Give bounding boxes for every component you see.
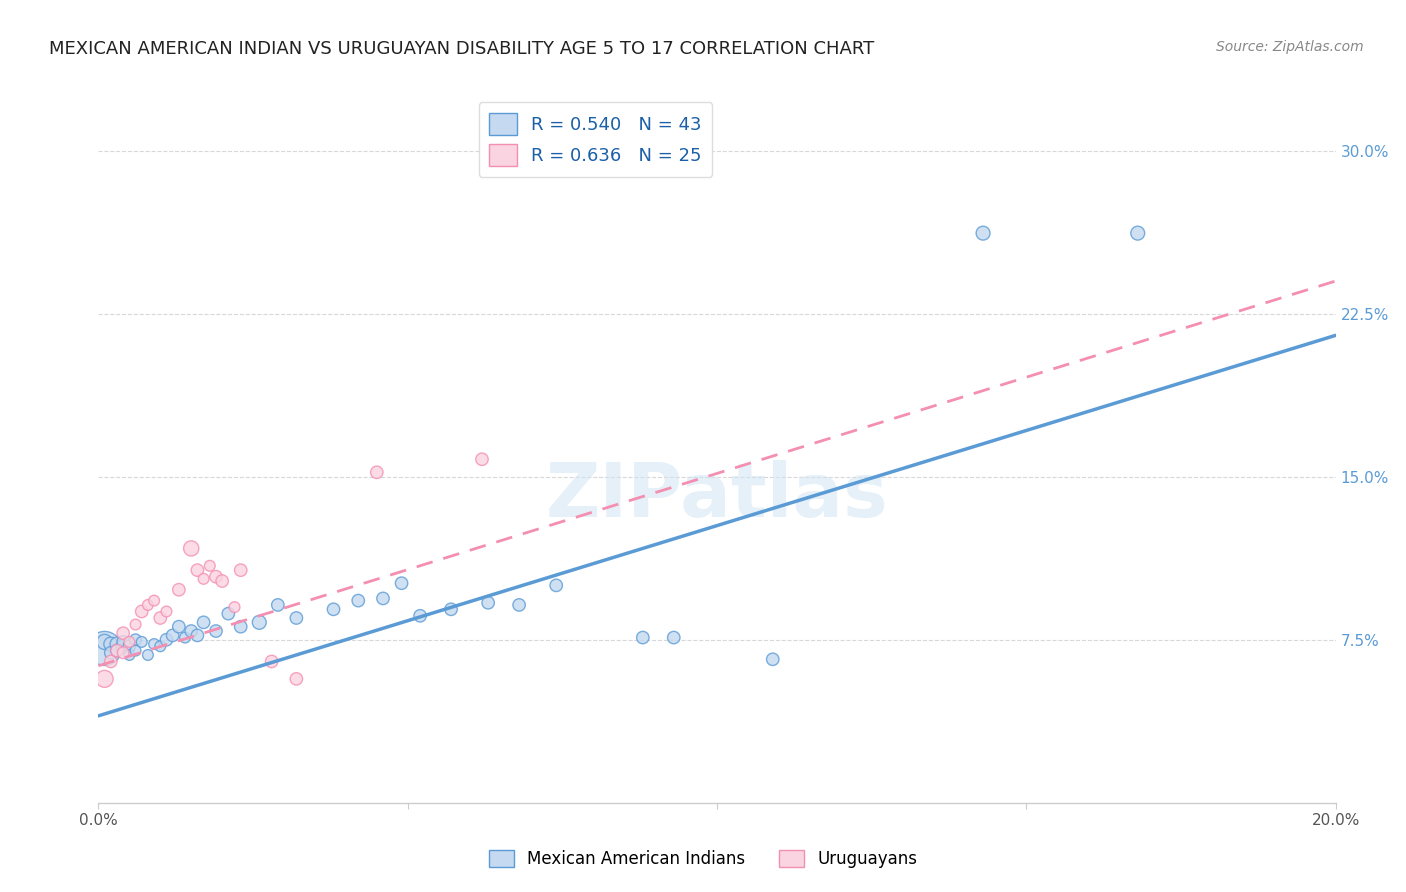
Point xyxy=(155,605,177,619)
Point xyxy=(285,611,308,625)
Point xyxy=(471,452,494,467)
Point xyxy=(105,637,128,651)
Point xyxy=(174,631,197,645)
Point xyxy=(347,593,370,607)
Point xyxy=(186,563,208,577)
Point xyxy=(131,605,153,619)
Point xyxy=(124,617,146,632)
Point xyxy=(205,570,228,584)
Point xyxy=(118,639,141,653)
Point xyxy=(211,574,233,588)
Point xyxy=(118,635,141,649)
Point xyxy=(546,578,568,592)
Legend: R = 0.540   N = 43, R = 0.636   N = 25: R = 0.540 N = 43, R = 0.636 N = 25 xyxy=(478,103,713,177)
Point xyxy=(186,628,208,642)
Point xyxy=(662,631,685,645)
Point xyxy=(972,226,994,240)
Point xyxy=(1126,226,1149,240)
Point xyxy=(149,611,172,625)
Point xyxy=(229,620,252,634)
Point xyxy=(229,563,252,577)
Point xyxy=(124,643,146,657)
Point xyxy=(93,641,115,656)
Point xyxy=(100,637,122,651)
Point xyxy=(143,593,166,607)
Point xyxy=(260,655,283,669)
Point xyxy=(124,632,146,647)
Point xyxy=(155,632,177,647)
Point xyxy=(224,600,246,615)
Point xyxy=(180,541,202,556)
Legend: Mexican American Indians, Uruguayans: Mexican American Indians, Uruguayans xyxy=(482,843,924,875)
Point xyxy=(167,620,190,634)
Point xyxy=(193,615,215,630)
Point xyxy=(193,572,215,586)
Point xyxy=(631,631,654,645)
Point xyxy=(198,558,221,573)
Point xyxy=(440,602,463,616)
Point xyxy=(267,598,290,612)
Point xyxy=(112,639,135,653)
Point xyxy=(217,607,239,621)
Point xyxy=(143,637,166,651)
Point xyxy=(322,602,344,616)
Point xyxy=(118,648,141,662)
Point xyxy=(149,639,172,653)
Point xyxy=(762,652,785,666)
Point xyxy=(391,576,413,591)
Point xyxy=(167,582,190,597)
Text: ZIPatlas: ZIPatlas xyxy=(546,460,889,533)
Point xyxy=(131,635,153,649)
Text: MEXICAN AMERICAN INDIAN VS URUGUAYAN DISABILITY AGE 5 TO 17 CORRELATION CHART: MEXICAN AMERICAN INDIAN VS URUGUAYAN DIS… xyxy=(49,40,875,58)
Point xyxy=(100,646,122,660)
Point xyxy=(105,643,128,657)
Point xyxy=(285,672,308,686)
Point xyxy=(162,628,184,642)
Point xyxy=(477,596,499,610)
Point xyxy=(112,635,135,649)
Point xyxy=(508,598,530,612)
Point xyxy=(93,635,115,649)
Point xyxy=(247,615,270,630)
Point xyxy=(112,646,135,660)
Point xyxy=(205,624,228,638)
Point xyxy=(371,591,394,606)
Point xyxy=(100,655,122,669)
Point xyxy=(105,643,128,657)
Point xyxy=(93,672,115,686)
Point xyxy=(136,648,159,662)
Point xyxy=(409,608,432,623)
Point xyxy=(112,626,135,640)
Text: Source: ZipAtlas.com: Source: ZipAtlas.com xyxy=(1216,40,1364,54)
Point xyxy=(180,624,202,638)
Point xyxy=(366,466,388,480)
Point xyxy=(136,598,159,612)
